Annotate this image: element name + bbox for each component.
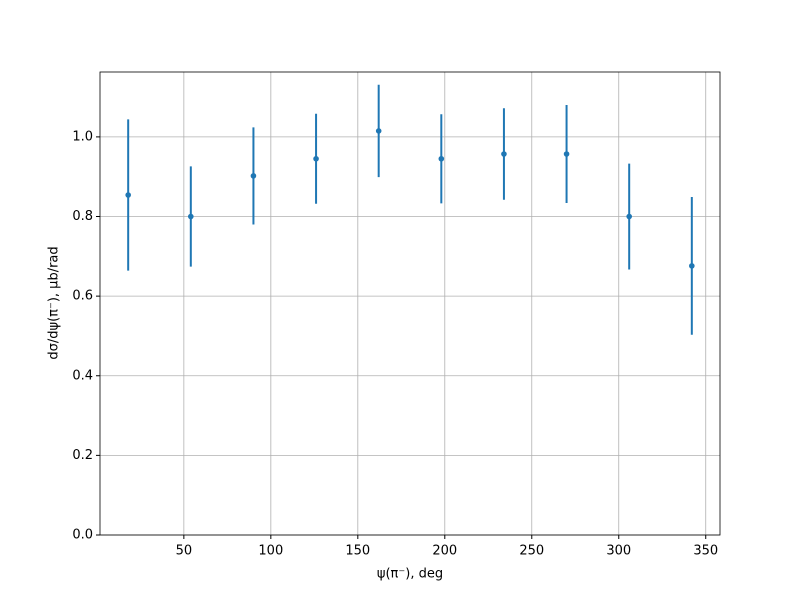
data-point	[250, 173, 257, 179]
plot-frame	[99, 71, 721, 536]
data-point	[626, 213, 632, 220]
x-tick-label: 150	[345, 544, 370, 559]
x-tick-label: 200	[432, 544, 457, 559]
y-tick-label: 0.0	[72, 528, 93, 543]
x-tick-label: 100	[258, 544, 283, 559]
x-axis-label: ψ(π⁻), deg	[377, 567, 443, 582]
x-tick-label: 50	[176, 544, 193, 559]
y-axis-label: dσ/dψ(π⁻), μb/rad	[47, 246, 62, 359]
data-point	[188, 213, 194, 220]
y-tick-label: 0.4	[72, 368, 93, 383]
y-tick-label: 0.2	[72, 448, 93, 463]
y-tick-label: 1.0	[72, 129, 93, 144]
x-tick-label: 250	[519, 544, 544, 559]
data-point	[125, 192, 131, 198]
data-point	[375, 128, 382, 134]
data-point	[501, 151, 507, 157]
data-point	[313, 155, 319, 162]
x-tick-label: 300	[606, 544, 631, 559]
data-point	[438, 155, 445, 162]
y-tick-label: 0.6	[72, 289, 93, 304]
y-tick-label: 0.8	[72, 209, 93, 224]
data-point	[563, 151, 570, 157]
x-tick-label: 350	[693, 544, 718, 559]
data-point	[689, 263, 695, 269]
